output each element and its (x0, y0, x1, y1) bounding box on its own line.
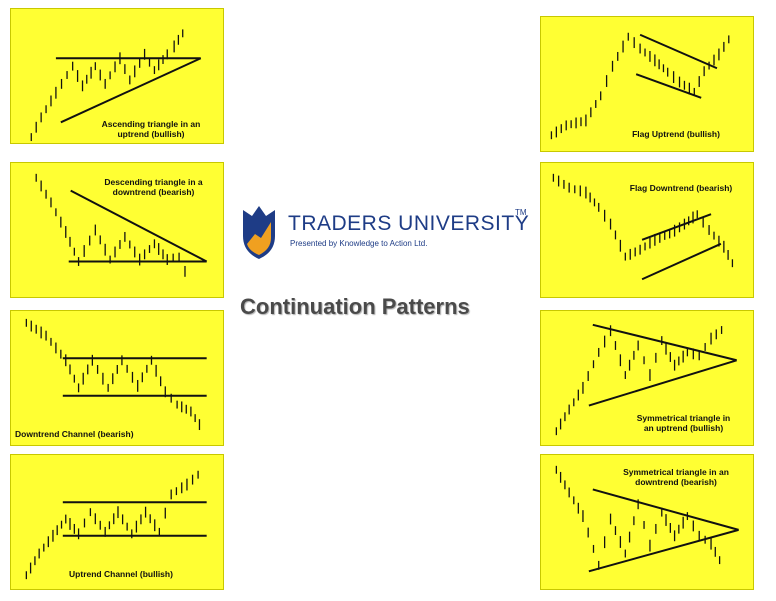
symmetrical-triangle-uptrend-chart (555, 323, 737, 436)
caption-symmetrical-triangle-downtrend: Symmetrical triangle in an downtrend (be… (623, 467, 729, 487)
upper-trend-line (592, 323, 737, 362)
brand-tagline: Presented by Knowledge to Action Ltd. (290, 239, 428, 248)
panel-flag-downtrend: Flag Downtrend (bearish) (540, 162, 754, 298)
falling-resistance-line (70, 189, 208, 263)
flag-uptrend-chart (550, 32, 730, 140)
caption-uptrend-channel: Uptrend Channel (bullish) (69, 569, 173, 579)
lower-trend-line (588, 359, 737, 407)
flag-downtrend-chart (552, 173, 734, 281)
flag-top-line (639, 33, 718, 70)
symmetrical-triangle-downtrend-chart (555, 465, 739, 573)
flag-top-line (641, 213, 712, 241)
caption-flag-uptrend: Flag Uptrend (bullish) (632, 129, 720, 139)
ascending-triangle-chart (30, 29, 202, 142)
flag-bottom-line (635, 73, 702, 99)
panel-ascending-triangle: Ascending triangle in an uptrend (bullis… (10, 8, 224, 144)
uptrend-channel-chart (25, 470, 207, 580)
shield-icon (243, 206, 275, 259)
panel-uptrend-channel: Uptrend Channel (bullish) (10, 454, 224, 590)
caption-descending-triangle: Descending triangle in a downtrend (bear… (104, 177, 203, 197)
rising-support-line (60, 57, 202, 124)
trademark-mark: TM (515, 208, 527, 217)
downtrend-channel-chart (25, 318, 207, 431)
panel-flag-uptrend: Flag Uptrend (bullish) (540, 16, 754, 152)
brand-name: TRADERS UNIVERSITY (288, 212, 530, 235)
panel-downtrend-channel: Downtrend Channel (bearish) (10, 310, 224, 446)
caption-flag-downtrend: Flag Downtrend (bearish) (629, 183, 733, 193)
panel-symmetrical-triangle-uptrend: Symmetrical triangle in an uptrend (bull… (540, 310, 754, 446)
panel-descending-triangle: Descending triangle in a downtrend (bear… (10, 162, 224, 298)
upper-trend-line (592, 488, 739, 531)
descending-triangle-chart (35, 173, 208, 277)
traders-university-logo: TRADERS UNIVERSITY TM Presented by Knowl… (240, 204, 530, 264)
lower-trend-line (588, 528, 739, 573)
caption-ascending-triangle: Ascending triangle in an uptrend (bullis… (101, 119, 201, 139)
caption-symmetrical-triangle-uptrend: Symmetrical triangle in an uptrend (bull… (636, 413, 731, 433)
flag-bottom-line (641, 242, 722, 281)
caption-downtrend-channel: Downtrend Channel (bearish) (15, 429, 134, 439)
panel-symmetrical-triangle-downtrend: Symmetrical triangle in an downtrend (be… (540, 454, 754, 590)
page-title: Continuation Patterns (240, 294, 470, 319)
